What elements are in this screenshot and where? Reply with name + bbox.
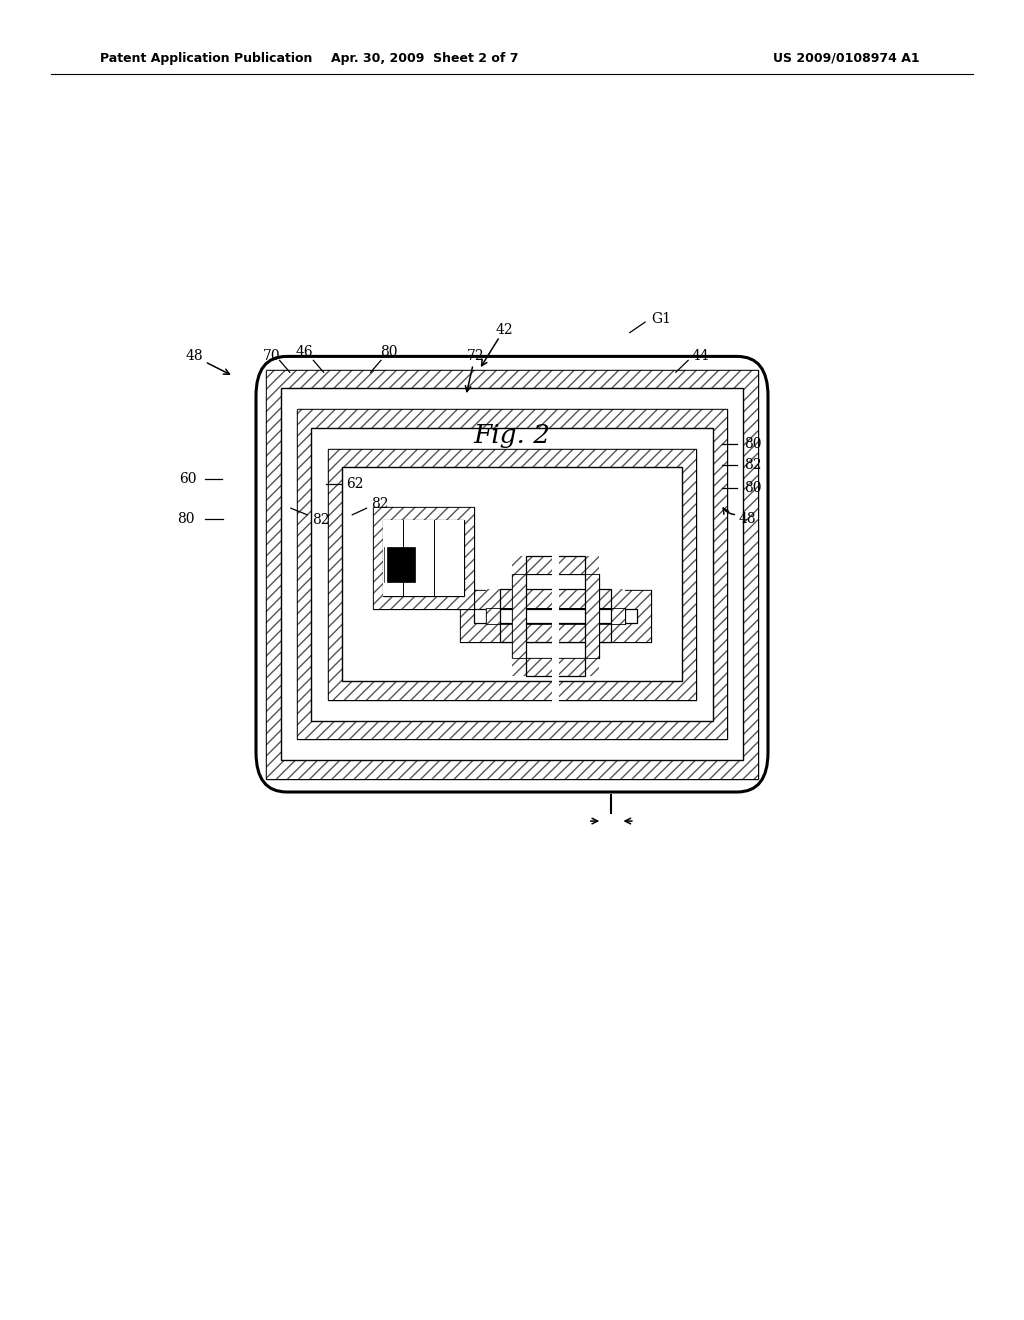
Bar [512,556,599,574]
Text: 82: 82 [311,513,330,527]
Bar [311,428,713,721]
Bar [387,546,415,582]
Bar [553,523,558,710]
Text: 70: 70 [262,350,281,363]
Bar [512,574,599,657]
Bar [342,467,682,681]
Bar [486,590,501,643]
Bar [383,520,464,595]
Bar [512,574,599,657]
Bar [501,590,610,643]
Bar [266,370,758,779]
Bar [460,590,651,642]
Text: 42: 42 [496,323,514,337]
Text: 80: 80 [380,346,398,359]
Bar [328,449,696,467]
Text: Fig. 2: Fig. 2 [473,424,551,447]
Bar [460,623,651,642]
Bar [328,449,696,700]
Text: 82: 82 [371,498,389,511]
Text: 82: 82 [743,458,762,471]
Bar [328,681,696,700]
Bar [266,370,758,779]
Bar [512,657,599,676]
Bar [512,556,526,676]
Text: 46: 46 [295,346,313,359]
Bar [373,507,474,520]
Bar [297,409,727,739]
Text: 80: 80 [743,437,762,450]
Bar [486,609,625,624]
Text: 48: 48 [738,512,757,525]
Text: 62: 62 [346,478,365,491]
Bar [266,388,281,760]
Bar [266,370,758,388]
Text: US 2009/0108974 A1: US 2009/0108974 A1 [773,51,920,65]
Bar [486,624,625,643]
Bar [460,609,474,623]
Bar [486,609,625,624]
Bar [743,388,758,760]
Bar [297,409,727,428]
Bar [464,520,474,595]
Bar [383,520,464,595]
Bar [526,556,585,676]
Bar [373,520,383,595]
Bar [610,590,625,643]
Bar [297,721,727,739]
Bar [486,590,625,609]
Bar [713,428,727,721]
Bar [373,595,474,609]
Text: G1: G1 [651,313,672,326]
Bar [474,609,637,623]
Bar [266,760,758,779]
Text: 72: 72 [467,350,485,363]
Text: 80: 80 [743,482,762,495]
Bar [373,507,474,609]
Text: 80: 80 [177,512,196,525]
Text: Apr. 30, 2009  Sheet 2 of 7: Apr. 30, 2009 Sheet 2 of 7 [331,51,519,65]
Bar [328,449,696,700]
Bar [373,507,474,609]
Bar [460,590,651,609]
Text: 48: 48 [185,350,204,363]
Bar [460,590,651,642]
Bar [373,507,651,642]
FancyBboxPatch shape [256,356,768,792]
Text: 60: 60 [178,473,197,486]
Bar [297,428,311,721]
Bar [297,409,727,739]
Bar [585,556,599,676]
Bar [682,467,696,681]
Text: 44: 44 [691,350,710,363]
Bar [281,388,743,760]
Bar [637,609,651,623]
Text: Patent Application Publication: Patent Application Publication [100,51,312,65]
Bar [328,467,342,681]
